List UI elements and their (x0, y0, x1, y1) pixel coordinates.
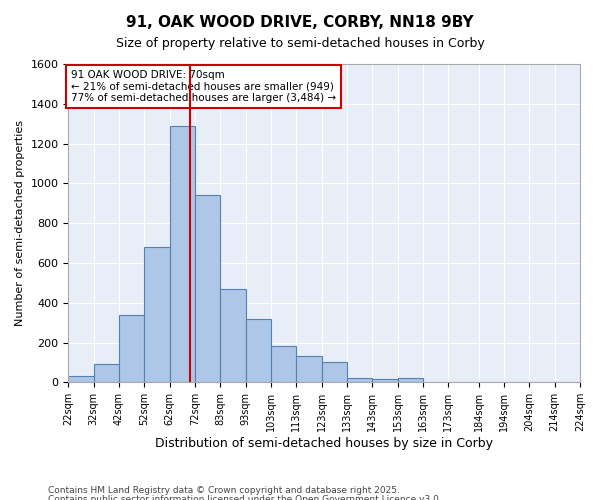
Text: 91 OAK WOOD DRIVE: 70sqm
← 21% of semi-detached houses are smaller (949)
77% of : 91 OAK WOOD DRIVE: 70sqm ← 21% of semi-d… (71, 70, 336, 103)
Bar (220, 289, 245, 382)
Bar (119, 314, 145, 382)
Y-axis label: Number of semi-detached properties: Number of semi-detached properties (15, 120, 25, 326)
Bar (347, 378, 373, 382)
X-axis label: Distribution of semi-detached houses by size in Corby: Distribution of semi-detached houses by … (155, 437, 493, 450)
Bar (145, 247, 170, 382)
Bar (296, 356, 322, 382)
Bar (94, 364, 119, 382)
Text: Contains public sector information licensed under the Open Government Licence v3: Contains public sector information licen… (48, 495, 442, 500)
Text: Contains HM Land Registry data © Crown copyright and database right 2025.: Contains HM Land Registry data © Crown c… (48, 486, 400, 495)
Bar (322, 362, 347, 382)
Text: 91, OAK WOOD DRIVE, CORBY, NN18 9BY: 91, OAK WOOD DRIVE, CORBY, NN18 9BY (126, 15, 474, 30)
Bar (398, 378, 423, 382)
Bar (271, 346, 296, 383)
Bar (68, 376, 94, 382)
Text: Size of property relative to semi-detached houses in Corby: Size of property relative to semi-detach… (116, 38, 484, 51)
Bar (373, 380, 398, 382)
Bar (195, 196, 220, 382)
Bar (170, 126, 195, 382)
Bar (245, 318, 271, 382)
